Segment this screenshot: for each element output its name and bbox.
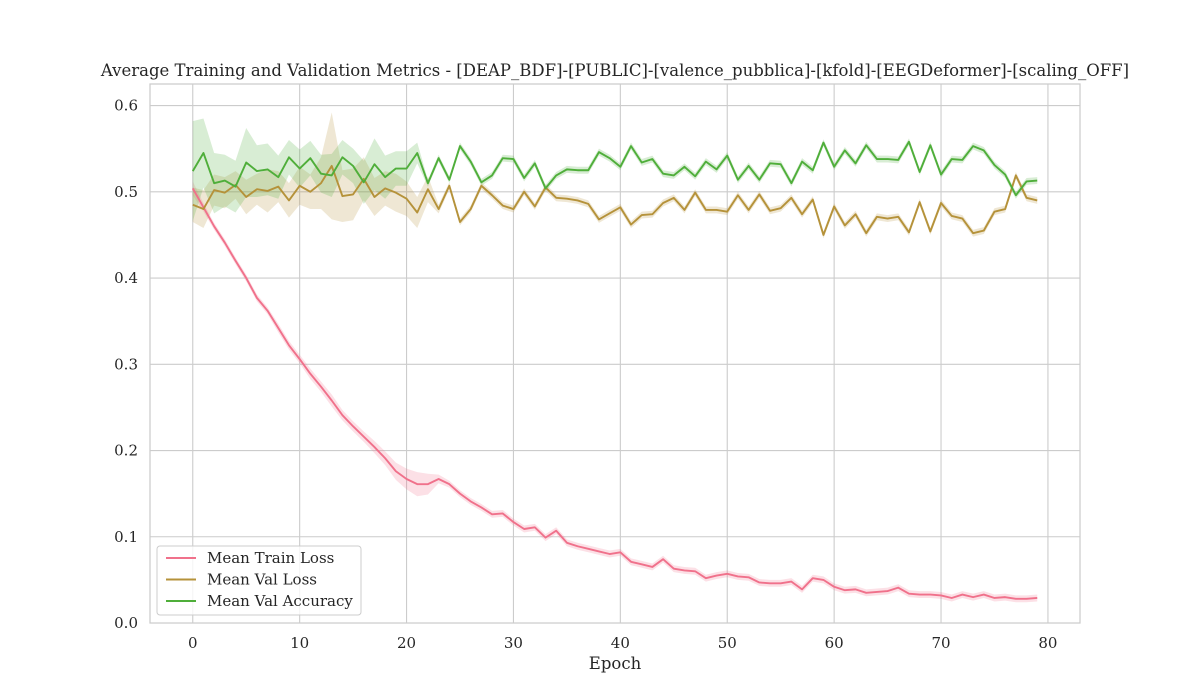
series-line-1: [191, 187, 1038, 600]
y-tick-label: 0.3: [114, 355, 138, 373]
y-tick-labels: 0.0 0.1 0.2 0.3 0.4 0.5 0.6: [114, 97, 138, 632]
y-tick-label: 0.2: [114, 442, 138, 460]
y-tick-label: 0.5: [114, 183, 138, 201]
legend-label: Mean Train Loss: [207, 549, 334, 567]
legend-frame: [156, 545, 362, 616]
x-tick-label: 0: [188, 634, 198, 652]
x-tick-labels: 0 10 20 30 40 50 60 70 80: [188, 634, 1057, 652]
legend-label: Mean Val Accuracy: [207, 592, 353, 610]
x-tick-label: 10: [290, 634, 309, 652]
x-tick-label: 80: [1038, 634, 1057, 652]
x-axis-label: Epoch: [589, 654, 642, 673]
x-tick-label: 50: [718, 634, 737, 652]
plot-area: [150, 84, 1080, 623]
y-tick-label: 0.4: [114, 269, 138, 287]
legend-label: Mean Val Loss: [207, 571, 317, 589]
plot-frame: [149, 83, 1081, 624]
x-tick-label: 30: [504, 634, 523, 652]
grid-lines: [150, 84, 1080, 624]
x-tick-label: 70: [931, 634, 950, 652]
series-line-3: [191, 140, 1038, 197]
series-band-3: [192, 118, 1038, 222]
y-tick-label: 0.6: [114, 97, 138, 115]
series-band-2: [192, 112, 1038, 239]
chart-title: Average Training and Validation Metrics …: [100, 61, 1129, 80]
y-tick-label: 0.1: [114, 528, 138, 546]
x-tick-label: 60: [825, 634, 844, 652]
series-lines: [191, 140, 1038, 600]
x-tick-label: 40: [611, 634, 630, 652]
x-tick-label: 20: [397, 634, 416, 652]
y-tick-label: 0.0: [114, 614, 138, 632]
confidence-bands: [192, 112, 1038, 603]
legend: Mean Train Loss Mean Val Loss Mean Val Acc…: [156, 545, 362, 616]
